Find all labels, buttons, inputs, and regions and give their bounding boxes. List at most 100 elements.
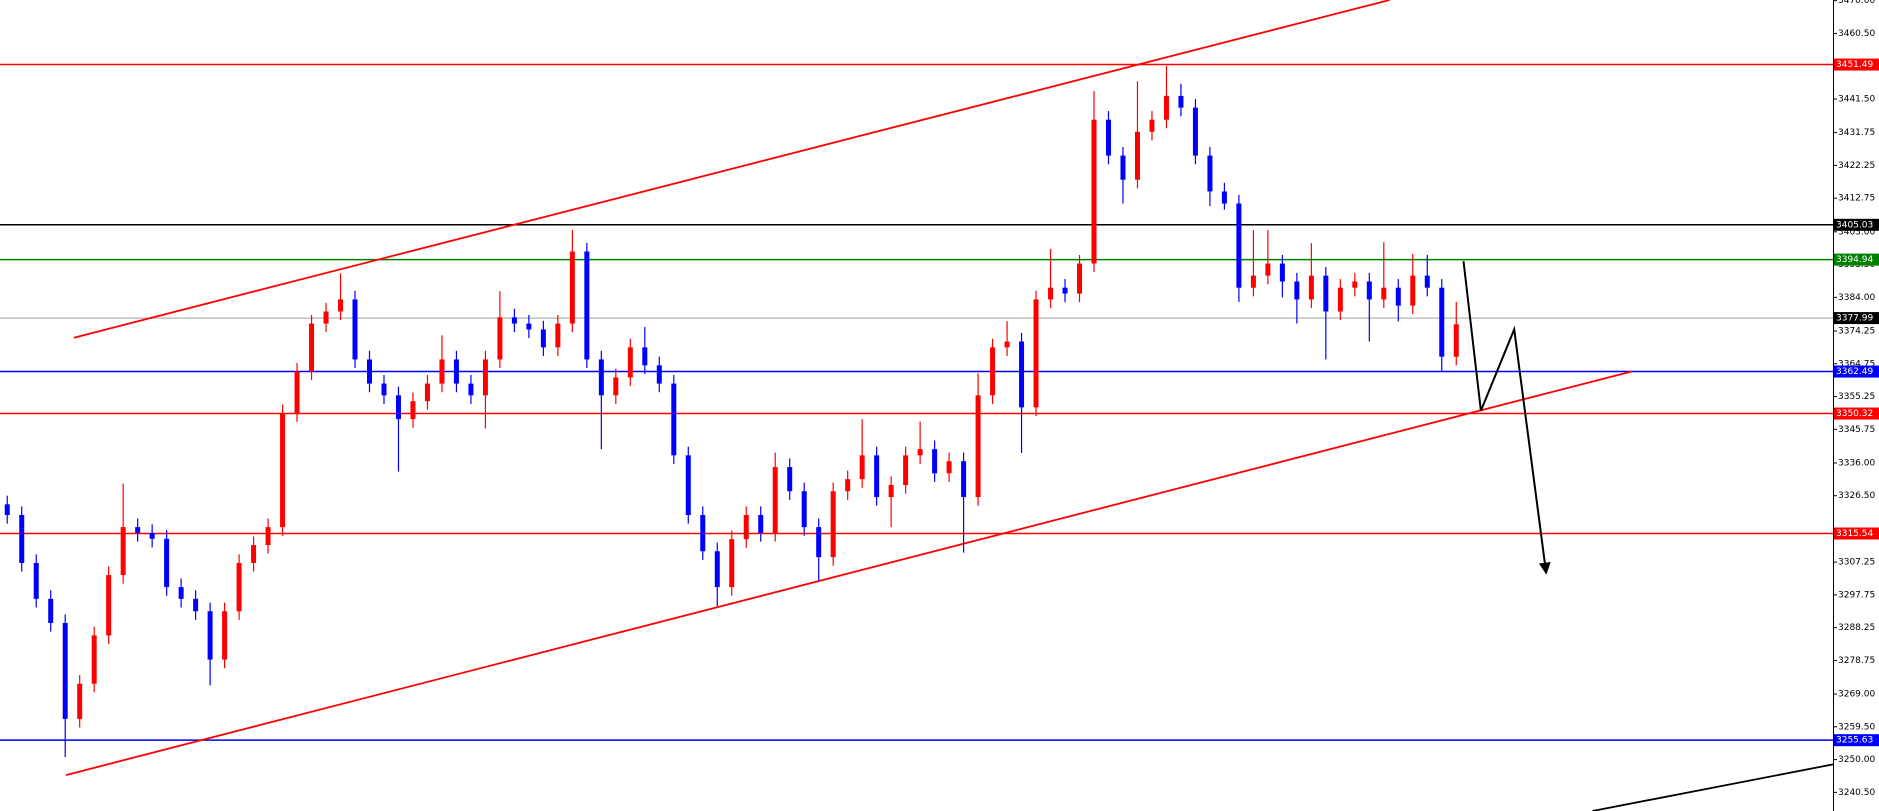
level-price-box xyxy=(1834,527,1879,540)
candle-body xyxy=(1395,287,1401,306)
y-tick-label: 3412.75 xyxy=(1838,194,1875,204)
y-tick-label: 3431.75 xyxy=(1838,128,1875,138)
candle-body xyxy=(598,359,604,396)
y-tick-label: 3269.00 xyxy=(1838,690,1875,700)
candle-body xyxy=(1207,155,1213,192)
candle-body xyxy=(482,359,488,396)
level-price-label: 3405.03 xyxy=(1836,220,1873,230)
candle-body xyxy=(584,251,590,360)
candle-body xyxy=(1192,107,1198,156)
candle-body xyxy=(1134,131,1140,180)
candle-body xyxy=(439,359,445,384)
trend-line xyxy=(1592,763,1834,811)
candle-body xyxy=(511,317,517,324)
candle-body xyxy=(1279,263,1285,282)
candle-body xyxy=(294,371,300,414)
candle-body xyxy=(106,575,112,636)
candle-body xyxy=(497,317,503,360)
y-tick-label: 3470.00 xyxy=(1838,0,1875,6)
candle-body xyxy=(743,515,749,540)
candle-body xyxy=(613,377,619,396)
candle-body xyxy=(381,383,387,396)
trend-line xyxy=(73,0,1390,339)
candle-body xyxy=(1048,287,1054,300)
candle-body xyxy=(410,401,416,420)
trend-line xyxy=(1462,260,1551,575)
candle-body xyxy=(352,299,358,360)
candle-body xyxy=(787,467,793,492)
y-tick-label: 3345.75 xyxy=(1838,425,1875,435)
candle-body xyxy=(888,485,894,498)
candle-body xyxy=(1077,263,1083,294)
y-tick-label: 3278.75 xyxy=(1838,656,1875,666)
candle-body xyxy=(193,598,199,612)
candle-body xyxy=(468,383,474,396)
candle-body xyxy=(1062,287,1068,294)
level-price-label: 3255.63 xyxy=(1836,736,1873,746)
candle-body xyxy=(1149,119,1155,132)
candle-body xyxy=(1294,281,1300,300)
level-price-box xyxy=(1834,218,1879,231)
candle-body xyxy=(816,527,822,558)
candle-body xyxy=(1439,287,1445,357)
candle-body xyxy=(1091,119,1097,264)
y-tick-label: 3250.00 xyxy=(1838,755,1875,765)
candle-body xyxy=(120,527,126,576)
candle-body xyxy=(642,347,648,366)
candle-body xyxy=(33,562,39,599)
y-tick-label: 3422.25 xyxy=(1838,161,1875,171)
candle-body xyxy=(1308,275,1314,300)
y-tick-label: 3364.75 xyxy=(1838,359,1875,369)
candle-body xyxy=(1250,275,1256,288)
level-price-label: 3350.32 xyxy=(1836,409,1873,419)
candle-body xyxy=(1453,324,1459,357)
y-tick-label: 3355.25 xyxy=(1838,392,1875,402)
candle-body xyxy=(1352,281,1358,288)
candle-body xyxy=(135,527,141,533)
y-tick-label: 3374.25 xyxy=(1838,326,1875,336)
candle-body xyxy=(801,491,807,528)
candle-body xyxy=(859,455,865,480)
candle-body xyxy=(569,251,575,324)
candle-body xyxy=(1033,299,1039,408)
y-tick-label: 3441.50 xyxy=(1838,95,1875,105)
candle-body xyxy=(265,527,271,546)
candle-body xyxy=(4,504,10,516)
candle-body xyxy=(990,347,996,396)
candle-body xyxy=(555,323,561,348)
candle-body xyxy=(845,479,851,492)
candle-body xyxy=(903,455,909,486)
candle-body xyxy=(366,359,372,384)
candle-body xyxy=(671,383,677,456)
candle-body xyxy=(1120,155,1126,180)
y-tick-label: 3460.50 xyxy=(1838,29,1875,39)
candle-body xyxy=(656,365,662,384)
y-tick-label: 3240.50 xyxy=(1838,788,1875,798)
candle-body xyxy=(1323,275,1329,312)
y-tick-label: 3297.75 xyxy=(1838,590,1875,600)
candle-body xyxy=(917,449,923,456)
candle-body xyxy=(338,299,344,312)
candle-body xyxy=(453,359,459,384)
y-tick-label: 3288.25 xyxy=(1838,623,1875,633)
candle-body xyxy=(975,395,981,498)
candle-body xyxy=(164,538,170,588)
level-price-label: 3377.99 xyxy=(1836,314,1873,324)
candle-body xyxy=(207,611,213,660)
candle-body xyxy=(62,622,68,719)
candle-body xyxy=(323,311,329,324)
y-tick-label: 3384.00 xyxy=(1838,293,1875,303)
candle-body xyxy=(1366,281,1372,300)
trend-line xyxy=(65,370,1632,776)
level-price-label: 3315.54 xyxy=(1836,529,1873,539)
candle-body xyxy=(526,323,532,330)
level-price-box xyxy=(1834,365,1879,378)
y-tick-label: 3259.50 xyxy=(1838,722,1875,732)
candle-body xyxy=(19,515,25,563)
candle-body xyxy=(236,562,242,612)
candle-body xyxy=(729,539,735,588)
candle-body xyxy=(280,413,286,528)
level-price-box xyxy=(1834,734,1879,747)
y-tick-label: 3403.00 xyxy=(1838,227,1875,237)
